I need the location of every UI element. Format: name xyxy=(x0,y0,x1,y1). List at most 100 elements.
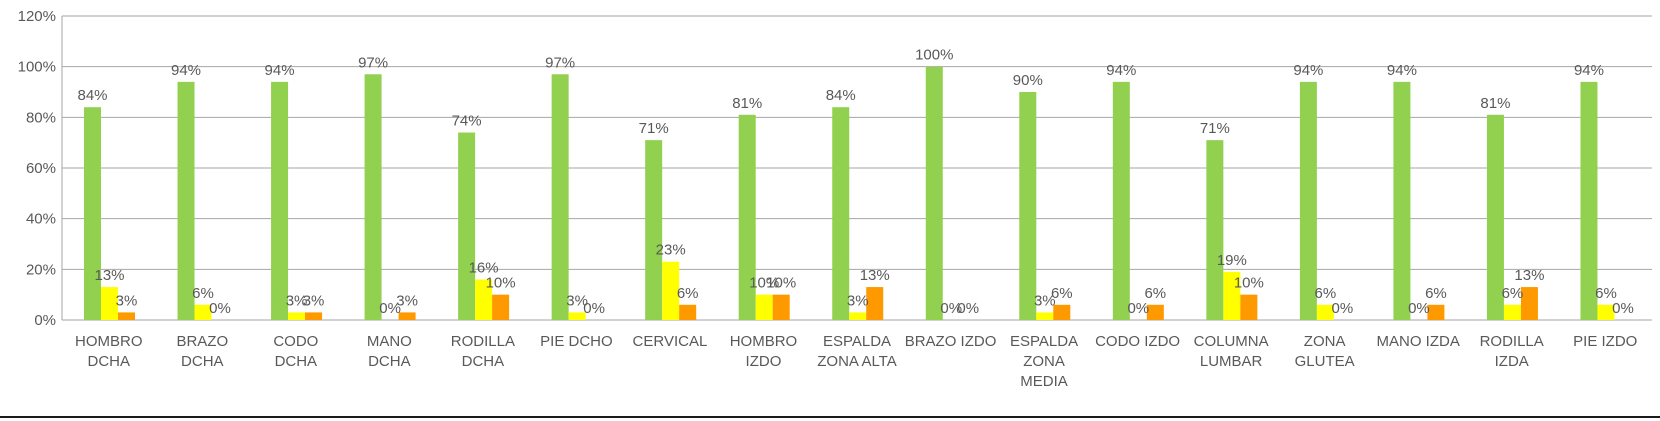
bar xyxy=(1036,312,1054,320)
data-label: 71% xyxy=(1200,120,1230,137)
data-label: 13% xyxy=(94,267,124,284)
x-tick-label: BRAZO DCHA xyxy=(176,333,228,370)
data-label: 84% xyxy=(826,87,856,104)
y-tick-label: 20% xyxy=(26,261,56,278)
bar xyxy=(645,140,663,320)
bar xyxy=(118,312,135,320)
data-label: 6% xyxy=(192,285,214,302)
data-label: 6% xyxy=(677,285,699,302)
data-label: 3% xyxy=(847,292,869,309)
y-tick-label: 80% xyxy=(26,109,56,126)
x-axis-tick-labels: HOMBRO DCHA BRAZO DCHA CODO DCHA MANO DCHA RODIL… xyxy=(75,333,1637,390)
data-label: 94% xyxy=(1574,62,1604,79)
bar xyxy=(1520,287,1538,320)
data-label: 0% xyxy=(957,300,979,317)
data-label: 0% xyxy=(1332,300,1354,317)
bar xyxy=(832,107,850,320)
bar xyxy=(475,279,493,320)
data-label: 0% xyxy=(1127,300,1149,317)
x-tick-label: CODO IZDO xyxy=(1095,333,1180,350)
data-label: 81% xyxy=(732,95,762,112)
bar xyxy=(1597,304,1615,320)
data-label: 94% xyxy=(1106,62,1136,79)
bar xyxy=(1019,92,1037,320)
data-label: 0% xyxy=(583,300,605,317)
data-label: 94% xyxy=(1387,62,1417,79)
bar xyxy=(1112,81,1130,320)
bar xyxy=(492,294,510,320)
x-tick-label: ZONA GLUTEA xyxy=(1295,333,1355,370)
bar xyxy=(1503,304,1521,320)
x-tick-label: MANO IZDA xyxy=(1377,333,1460,350)
bar xyxy=(849,312,867,320)
bar xyxy=(679,304,697,320)
x-tick-label: PIE IZDO xyxy=(1573,333,1637,350)
y-tick-label: 60% xyxy=(26,160,56,177)
data-label: 97% xyxy=(358,54,388,71)
bar xyxy=(398,312,416,320)
x-tick-label: HOMBRO DCHA xyxy=(75,333,143,370)
bar xyxy=(101,287,118,320)
data-labels: 84%13%3%94%6%0%94%3%3%97%0%3%74%16%10%97… xyxy=(77,47,1633,317)
data-label: 13% xyxy=(860,267,890,284)
gridlines xyxy=(61,15,1652,321)
x-tick-label: PIE DCHO xyxy=(540,333,613,350)
y-tick-label: 0% xyxy=(34,312,56,329)
x-tick-label: CODO DCHA xyxy=(273,333,318,370)
data-label: 6% xyxy=(1144,285,1166,302)
data-label: 90% xyxy=(1013,72,1043,89)
bar xyxy=(925,66,943,321)
data-label: 3% xyxy=(396,292,418,309)
bar xyxy=(551,74,569,321)
bar xyxy=(177,81,195,320)
data-label: 0% xyxy=(1408,300,1430,317)
data-label: 0% xyxy=(209,300,231,317)
x-tick-label: CERVICAL xyxy=(633,333,708,350)
x-tick-label: RODILLA DCHA xyxy=(451,333,515,370)
bar xyxy=(1299,81,1317,320)
data-label: 6% xyxy=(1425,285,1447,302)
bar xyxy=(866,287,884,320)
bar xyxy=(755,294,773,320)
x-tick-label: MANO DCHA xyxy=(367,333,412,370)
bar xyxy=(271,81,289,320)
data-label: 6% xyxy=(1595,285,1617,302)
bar xyxy=(1223,271,1241,320)
data-label: 10% xyxy=(1234,275,1264,292)
bar xyxy=(364,74,382,321)
bar xyxy=(1053,304,1071,320)
x-tick-label: ESPALDA ZONA ALTA xyxy=(817,333,896,370)
bar xyxy=(1146,304,1164,320)
y-tick-label: 100% xyxy=(18,59,56,76)
bar xyxy=(1486,114,1504,320)
data-label: 0% xyxy=(940,300,962,317)
data-label: 81% xyxy=(1480,95,1510,112)
bar xyxy=(772,294,790,320)
bar xyxy=(568,312,586,320)
bar xyxy=(1427,304,1445,320)
y-tick-label: 40% xyxy=(26,211,56,228)
bars xyxy=(84,66,1615,321)
data-label: 94% xyxy=(171,62,201,79)
bar xyxy=(738,114,756,320)
bar xyxy=(458,132,476,320)
bar xyxy=(1316,304,1334,320)
data-label: 100% xyxy=(915,47,953,64)
bar xyxy=(662,261,680,320)
x-tick-label: ESPALDA ZONA MEDIA xyxy=(1010,333,1078,390)
data-label: 3% xyxy=(286,292,308,309)
data-label: 10% xyxy=(766,275,796,292)
data-label: 6% xyxy=(1051,285,1073,302)
x-tick-label: COLUMNA LUMBAR xyxy=(1194,333,1269,370)
data-label: 6% xyxy=(1502,285,1524,302)
data-label: 3% xyxy=(1034,292,1056,309)
y-axis-tick-labels: 0% 20% 40% 60% 80% 100% 120% xyxy=(18,8,56,329)
x-tick-label: HOMBRO IZDO xyxy=(730,333,798,370)
x-tick-label: RODILLA IZDA xyxy=(1480,333,1544,370)
bar xyxy=(288,312,306,320)
data-label: 0% xyxy=(379,300,401,317)
data-label: 3% xyxy=(116,292,138,309)
data-label: 94% xyxy=(1293,62,1323,79)
data-label: 16% xyxy=(469,259,499,276)
